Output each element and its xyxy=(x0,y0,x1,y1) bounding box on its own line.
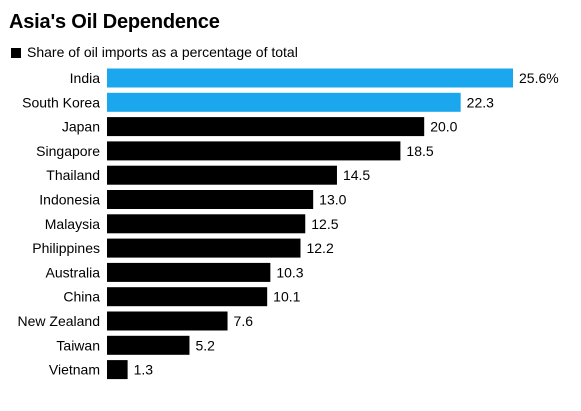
category-label-thailand: Thailand xyxy=(46,167,100,183)
chart-subtitle-text: Share of oil imports as a percentage of … xyxy=(27,44,298,60)
category-label-vietnam: Vietnam xyxy=(49,362,100,378)
bar-japan xyxy=(107,117,425,137)
bar-thailand xyxy=(107,165,337,185)
category-label-taiwan: Taiwan xyxy=(56,337,100,353)
category-label-indonesia: Indonesia xyxy=(39,192,100,208)
category-label-malaysia: Malaysia xyxy=(45,216,100,232)
value-label-new-zealand: 7.6 xyxy=(234,313,254,329)
value-label-south-korea: 22.3 xyxy=(467,94,494,110)
value-label-thailand: 14.5 xyxy=(343,167,370,183)
category-label-south-korea: South Korea xyxy=(22,94,100,110)
value-label-japan: 20.0 xyxy=(430,119,457,135)
value-label-china: 10.1 xyxy=(273,289,300,305)
bar-indonesia xyxy=(107,190,314,209)
bar-singapore xyxy=(107,141,401,161)
category-label-australia: Australia xyxy=(46,264,101,280)
chart-subtitle: Share of oil imports as a percentage of … xyxy=(11,44,298,60)
value-label-singapore: 18.5 xyxy=(406,143,433,159)
bar-new-zealand xyxy=(107,311,228,331)
category-label-china: China xyxy=(63,289,100,305)
legend-swatch xyxy=(11,48,21,58)
value-label-malaysia: 12.5 xyxy=(311,216,338,232)
bar-malaysia xyxy=(107,214,306,234)
bar-india xyxy=(107,68,514,88)
value-label-india: 25.6% xyxy=(519,70,559,86)
value-label-taiwan: 5.2 xyxy=(195,337,215,353)
chart-title: Asia's Oil Dependence xyxy=(9,11,220,33)
value-label-indonesia: 13.0 xyxy=(319,192,346,208)
category-label-philippines: Philippines xyxy=(32,240,100,256)
bar-south-korea xyxy=(107,92,461,112)
category-label-japan: Japan xyxy=(62,119,100,135)
bar-vietnam xyxy=(107,360,128,380)
category-label-new-zealand: New Zealand xyxy=(18,313,101,329)
bar-australia xyxy=(107,262,271,282)
bar-china xyxy=(107,287,268,307)
bar-taiwan xyxy=(107,335,190,355)
bar-philippines xyxy=(107,238,301,258)
category-label-singapore: Singapore xyxy=(36,143,100,159)
value-label-vietnam: 1.3 xyxy=(134,362,154,378)
category-label-india: India xyxy=(70,70,101,86)
value-label-australia: 10.3 xyxy=(276,264,303,280)
value-label-philippines: 12.2 xyxy=(306,240,333,256)
